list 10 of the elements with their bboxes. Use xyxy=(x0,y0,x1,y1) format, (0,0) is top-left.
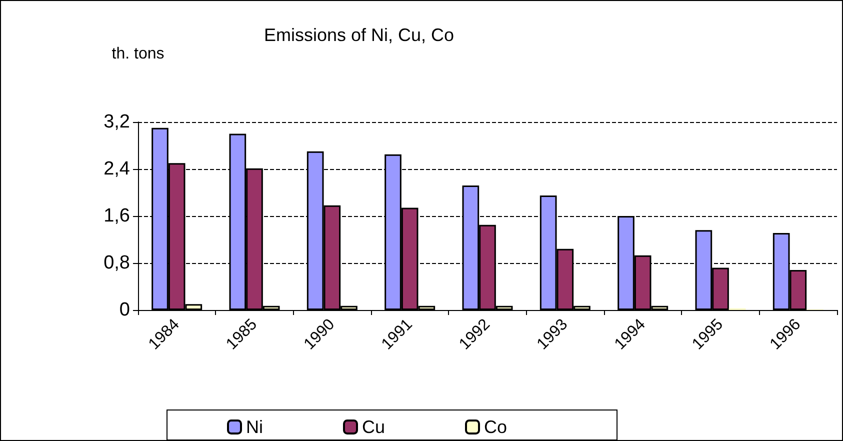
y-tick-label: 1,6 xyxy=(104,206,130,226)
y-tick-label: 2,4 xyxy=(104,158,130,180)
legend-label: Ni xyxy=(246,417,263,437)
legend-label: Co xyxy=(484,417,508,437)
y-tick-label: 3,2 xyxy=(104,112,130,132)
y-tick-label: 0 xyxy=(119,300,130,320)
y-axis-title: th. tons xyxy=(112,46,164,62)
y-tick-label: 0,8 xyxy=(104,252,130,274)
legend-label: Cu xyxy=(362,417,386,437)
chart-title: Emissions of Ni, Cu, Co xyxy=(264,25,454,45)
